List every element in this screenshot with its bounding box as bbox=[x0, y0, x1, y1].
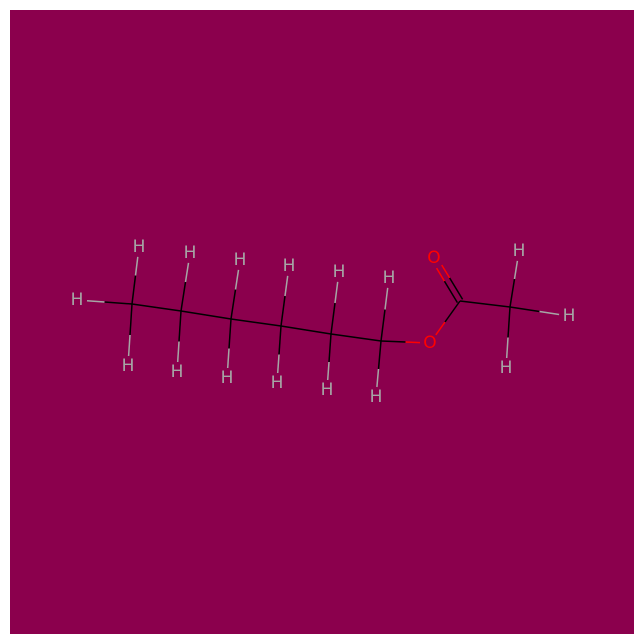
bond-c6-o1-half-b bbox=[405, 341, 421, 344]
bond-c8-h14-half-b bbox=[513, 260, 519, 280]
atom-label-h11: H bbox=[321, 380, 334, 400]
molecule-canvas: O O H H H H H H H H H H H H H H H H bbox=[10, 10, 634, 634]
bond-c6-o1-half-a bbox=[380, 340, 406, 343]
atom-label-h1: H bbox=[71, 290, 84, 310]
atom-label-h2: H bbox=[133, 237, 146, 257]
bond-c7-c8-half-a bbox=[459, 300, 486, 305]
bond-c3-c4-half-b bbox=[255, 321, 282, 327]
bond-c5-c6-half-b bbox=[355, 336, 382, 342]
atom-label-h3: H bbox=[122, 356, 135, 376]
bond-c8-h14-half-a bbox=[509, 278, 516, 308]
atom-label-h15: H bbox=[563, 306, 576, 326]
bond-c2-h4-half-b bbox=[184, 262, 190, 283]
atom-label-h14: H bbox=[513, 241, 526, 261]
bond-c7-o2-line2-half-b bbox=[435, 267, 446, 282]
bond-c2-c3-half-b bbox=[205, 314, 232, 320]
bond-c3-h7-half-b bbox=[226, 348, 230, 369]
atom-label-h6: H bbox=[234, 250, 247, 270]
bond-c2-h4-half-a bbox=[180, 281, 187, 312]
bond-c1-h1-half-b bbox=[86, 299, 105, 303]
atom-label-h7: H bbox=[221, 368, 234, 388]
bond-c6-h12-half-a bbox=[380, 309, 386, 342]
bond-c1-h3-half-b bbox=[127, 334, 131, 357]
bond-layer bbox=[86, 256, 560, 388]
bond-c2-c3-half-a bbox=[180, 310, 207, 316]
bond-o1-c7-half-a bbox=[435, 321, 446, 336]
bond-c8-h15-half-a bbox=[509, 306, 540, 313]
bond-c7-c8-half-b bbox=[484, 303, 511, 308]
bond-c4-c5-half-b bbox=[305, 329, 332, 335]
bond-o1-c7-half-b bbox=[444, 300, 461, 323]
bond-c4-h8-half-b bbox=[284, 275, 289, 297]
bond-c1-c2-half-b bbox=[156, 306, 182, 312]
bond-c5-c6-half-a bbox=[330, 333, 357, 339]
bond-c5-h10-half-a bbox=[330, 302, 336, 335]
bond-c3-c4-half-a bbox=[230, 318, 257, 324]
bond-c8-h16-half-b bbox=[505, 337, 509, 359]
bond-c4-h9-half-a bbox=[278, 325, 282, 355]
bond-c1-h2-half-a bbox=[131, 275, 137, 305]
atom-label-h8: H bbox=[283, 256, 296, 276]
bond-c3-h6-half-a bbox=[230, 289, 237, 320]
molecule-structure-diagram: O O H H H H H H H H H H H H H H H H bbox=[10, 10, 634, 634]
bond-c2-h5-half-b bbox=[176, 341, 180, 363]
bond-c7-o2-line1-half-b bbox=[441, 264, 451, 279]
atom-label-h13: H bbox=[370, 387, 383, 407]
bond-c4-h8-half-a bbox=[280, 295, 286, 327]
bond-c3-h6-half-b bbox=[234, 269, 240, 290]
bond-c1-h3-half-a bbox=[129, 303, 133, 336]
bond-c4-h9-half-b bbox=[276, 354, 280, 374]
bond-c1-h1-half-a bbox=[104, 301, 133, 305]
bond-c6-h13-half-a bbox=[377, 340, 382, 370]
bond-c1-c2-half-a bbox=[131, 303, 157, 309]
atom-label-h12: H bbox=[383, 268, 396, 288]
atom-label-h5: H bbox=[171, 362, 184, 382]
bond-c6-h13-half-b bbox=[376, 368, 380, 388]
bond-c2-h5-half-a bbox=[178, 310, 182, 342]
bond-c4-c5-half-a bbox=[280, 325, 307, 331]
bond-c6-h12-half-b bbox=[384, 287, 389, 310]
diagram-background bbox=[10, 10, 634, 634]
atom-label-h10: H bbox=[333, 262, 346, 282]
atom-label-h9: H bbox=[271, 373, 284, 393]
atom-label-o2: O bbox=[427, 248, 440, 268]
bond-c5-h10-half-b bbox=[334, 281, 339, 304]
bond-c7-o2-line2-half-a bbox=[443, 280, 459, 303]
bond-c5-h11-half-b bbox=[326, 361, 330, 381]
atom-label-layer: O O H H H H H H H H H H H H H H H H bbox=[71, 237, 576, 407]
bond-c3-h7-half-a bbox=[228, 318, 232, 349]
bond-c7-o2-line1-half-a bbox=[448, 277, 464, 300]
bond-c1-h2-half-b bbox=[134, 256, 139, 276]
atom-label-o1: O bbox=[423, 333, 436, 353]
atom-label-h4: H bbox=[184, 243, 197, 263]
bond-c5-h11-half-a bbox=[328, 333, 332, 363]
atom-label-h16: H bbox=[500, 358, 513, 378]
bond-c8-h16-half-a bbox=[507, 306, 511, 338]
bond-c8-h15-half-b bbox=[539, 310, 560, 316]
